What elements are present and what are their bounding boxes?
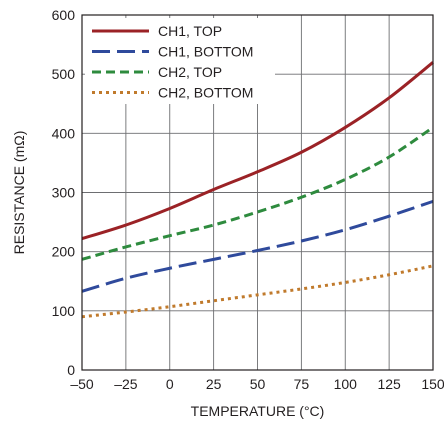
- legend: CH1, TOP CH1, BOTTOM CH2, TOP CH2, BOTTOM: [85, 18, 275, 104]
- series-line-ch2-top: [81, 126, 434, 261]
- legend-label-ch1-bottom: CH1, BOTTOM: [158, 44, 253, 60]
- series-line-ch1-bottom: [81, 199, 434, 293]
- x-tick-label: –50: [70, 376, 94, 392]
- series-line-ch1-top: [81, 61, 434, 241]
- legend-label-ch1-top: CH1, TOP: [158, 23, 222, 39]
- x-tick-label: 125: [377, 376, 401, 392]
- x-tick-label: –25: [114, 376, 138, 392]
- legend-label-ch2-bottom: CH2, BOTTOM: [158, 85, 253, 101]
- y-tick-label: 200: [52, 244, 76, 260]
- y-tick-label: 300: [52, 185, 76, 201]
- series-lines: [81, 61, 434, 319]
- x-tick-label: 50: [250, 376, 266, 392]
- x-tick-labels: –50 –25 0 25 50 75 100 125 150: [70, 376, 444, 392]
- series-line-ch2-bottom: [81, 264, 434, 319]
- x-tick-label: 0: [166, 376, 174, 392]
- y-tick-label: 0: [67, 362, 75, 378]
- x-tick-label: 75: [294, 376, 310, 392]
- y-tick-label: 500: [52, 66, 76, 82]
- y-tick-label: 400: [52, 125, 76, 141]
- plot-frame: [81, 14, 434, 371]
- x-tick-label: 100: [334, 376, 358, 392]
- x-tick-label: 25: [206, 376, 222, 392]
- y-tick-labels: 0 100 200 300 400 500 600: [52, 7, 76, 378]
- y-axis-title: RESISTANCE (mΩ): [11, 131, 27, 255]
- legend-label-ch2-top: CH2, TOP: [158, 64, 222, 80]
- x-axis-title: TEMPERATURE (°C): [191, 403, 325, 419]
- x-tick-label: 150: [421, 376, 444, 392]
- y-tick-label: 100: [52, 303, 76, 319]
- y-tick-label: 600: [52, 7, 76, 23]
